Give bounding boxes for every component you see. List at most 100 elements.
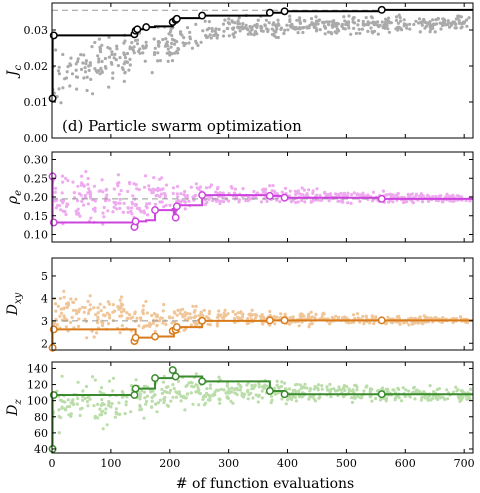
scatter-point xyxy=(57,408,61,412)
scatter-point xyxy=(326,388,330,392)
best-marker xyxy=(377,194,386,203)
scatter-point xyxy=(164,37,168,41)
scatter-point xyxy=(181,395,185,399)
scatter-point xyxy=(407,323,411,327)
scatter-point xyxy=(394,395,398,399)
scatter-point xyxy=(111,376,116,380)
scatter-point xyxy=(397,396,401,400)
scatter-point xyxy=(188,316,193,320)
scatter-point xyxy=(205,387,209,391)
scatter-point xyxy=(194,372,198,376)
scatter-point xyxy=(340,24,344,28)
scatter-point xyxy=(301,193,305,197)
scatter-point xyxy=(95,331,99,335)
scatter-point xyxy=(288,316,292,320)
scatter-point xyxy=(307,325,311,329)
scatter-point xyxy=(110,53,114,57)
panel-1: 0.00 0.01 0.02 0.03 Jc xyxy=(5,2,474,145)
scatter-point xyxy=(140,389,144,393)
scatter-point xyxy=(75,75,80,79)
scatter-point xyxy=(315,193,319,197)
best-marker xyxy=(280,316,289,325)
scatter-point xyxy=(218,401,222,405)
scatter-point xyxy=(162,302,166,307)
scatter-point xyxy=(322,21,326,25)
scatter-point xyxy=(224,313,228,317)
scatter-point xyxy=(273,316,277,320)
scatter-point xyxy=(173,311,177,315)
scatter-point xyxy=(362,23,366,27)
scatter-point xyxy=(54,309,58,313)
scatter-point xyxy=(293,395,297,399)
scatter-point xyxy=(311,189,315,193)
scatter-point xyxy=(188,37,192,41)
scatter-point xyxy=(75,199,80,203)
scatter-point xyxy=(114,407,118,411)
scatter-point xyxy=(262,187,266,191)
scatter-point xyxy=(261,322,265,326)
scatter-point xyxy=(279,384,284,389)
scatter-point xyxy=(396,28,400,32)
y-tick-label: 3 xyxy=(41,315,48,328)
scatter-point xyxy=(404,388,408,392)
scatter-point xyxy=(282,31,286,35)
scatter-point xyxy=(152,37,156,41)
scatter-point xyxy=(446,19,450,23)
scatter-point xyxy=(64,176,68,180)
scatter-point xyxy=(189,185,193,189)
scatter-point xyxy=(175,200,179,204)
scatter-point xyxy=(84,62,88,66)
scatter-point xyxy=(97,60,101,64)
scatter-point xyxy=(277,386,281,390)
scatter-point xyxy=(205,315,209,319)
scatter-point xyxy=(416,21,421,25)
scatter-point xyxy=(283,186,288,190)
scatter-point xyxy=(155,315,159,319)
scatter-point xyxy=(57,72,62,76)
scatter-point xyxy=(81,61,85,65)
scatter-point xyxy=(278,200,282,204)
scatter-point xyxy=(457,19,461,23)
y-tick-label: 60 xyxy=(34,427,48,440)
scatter-point xyxy=(311,199,315,203)
scatter-point xyxy=(269,394,274,398)
scatter-point xyxy=(89,193,93,197)
scatter-point xyxy=(53,302,58,306)
scatter-point xyxy=(304,193,309,197)
scatter-point xyxy=(316,388,320,392)
scatter-point xyxy=(111,76,115,80)
scatter-point xyxy=(179,192,183,196)
scatter-point xyxy=(77,310,81,314)
scatter-point xyxy=(151,389,155,393)
scatter-point xyxy=(142,384,146,388)
scatter-point xyxy=(162,374,166,378)
scatter-point xyxy=(246,32,250,36)
scatter-point xyxy=(372,322,376,326)
scatter-point xyxy=(177,47,181,51)
scatter-point xyxy=(396,21,400,25)
scatter-point xyxy=(156,43,160,47)
scatter-point xyxy=(183,408,187,412)
scatter-point xyxy=(63,407,67,411)
scatter-point xyxy=(213,29,217,33)
scatter-point xyxy=(314,26,318,30)
scatter-point xyxy=(168,203,172,207)
scatter-point xyxy=(82,203,86,207)
scatter-point xyxy=(191,402,195,406)
scatter-point xyxy=(426,398,430,402)
scatter-point xyxy=(86,176,90,181)
scatter-point xyxy=(118,197,122,201)
scatter-point xyxy=(61,209,65,213)
scatter-point xyxy=(78,413,82,418)
scatter-point xyxy=(390,193,394,198)
scatter-point xyxy=(184,327,188,331)
scatter-point xyxy=(126,189,130,194)
scatter-point xyxy=(104,66,108,70)
scatter-point xyxy=(109,61,113,65)
scatter-point xyxy=(447,194,451,198)
scatter-point xyxy=(249,32,253,36)
scatter-point xyxy=(388,21,392,25)
scatter-point xyxy=(313,316,317,320)
scatter-point xyxy=(230,386,234,390)
scatter-point xyxy=(223,18,227,22)
